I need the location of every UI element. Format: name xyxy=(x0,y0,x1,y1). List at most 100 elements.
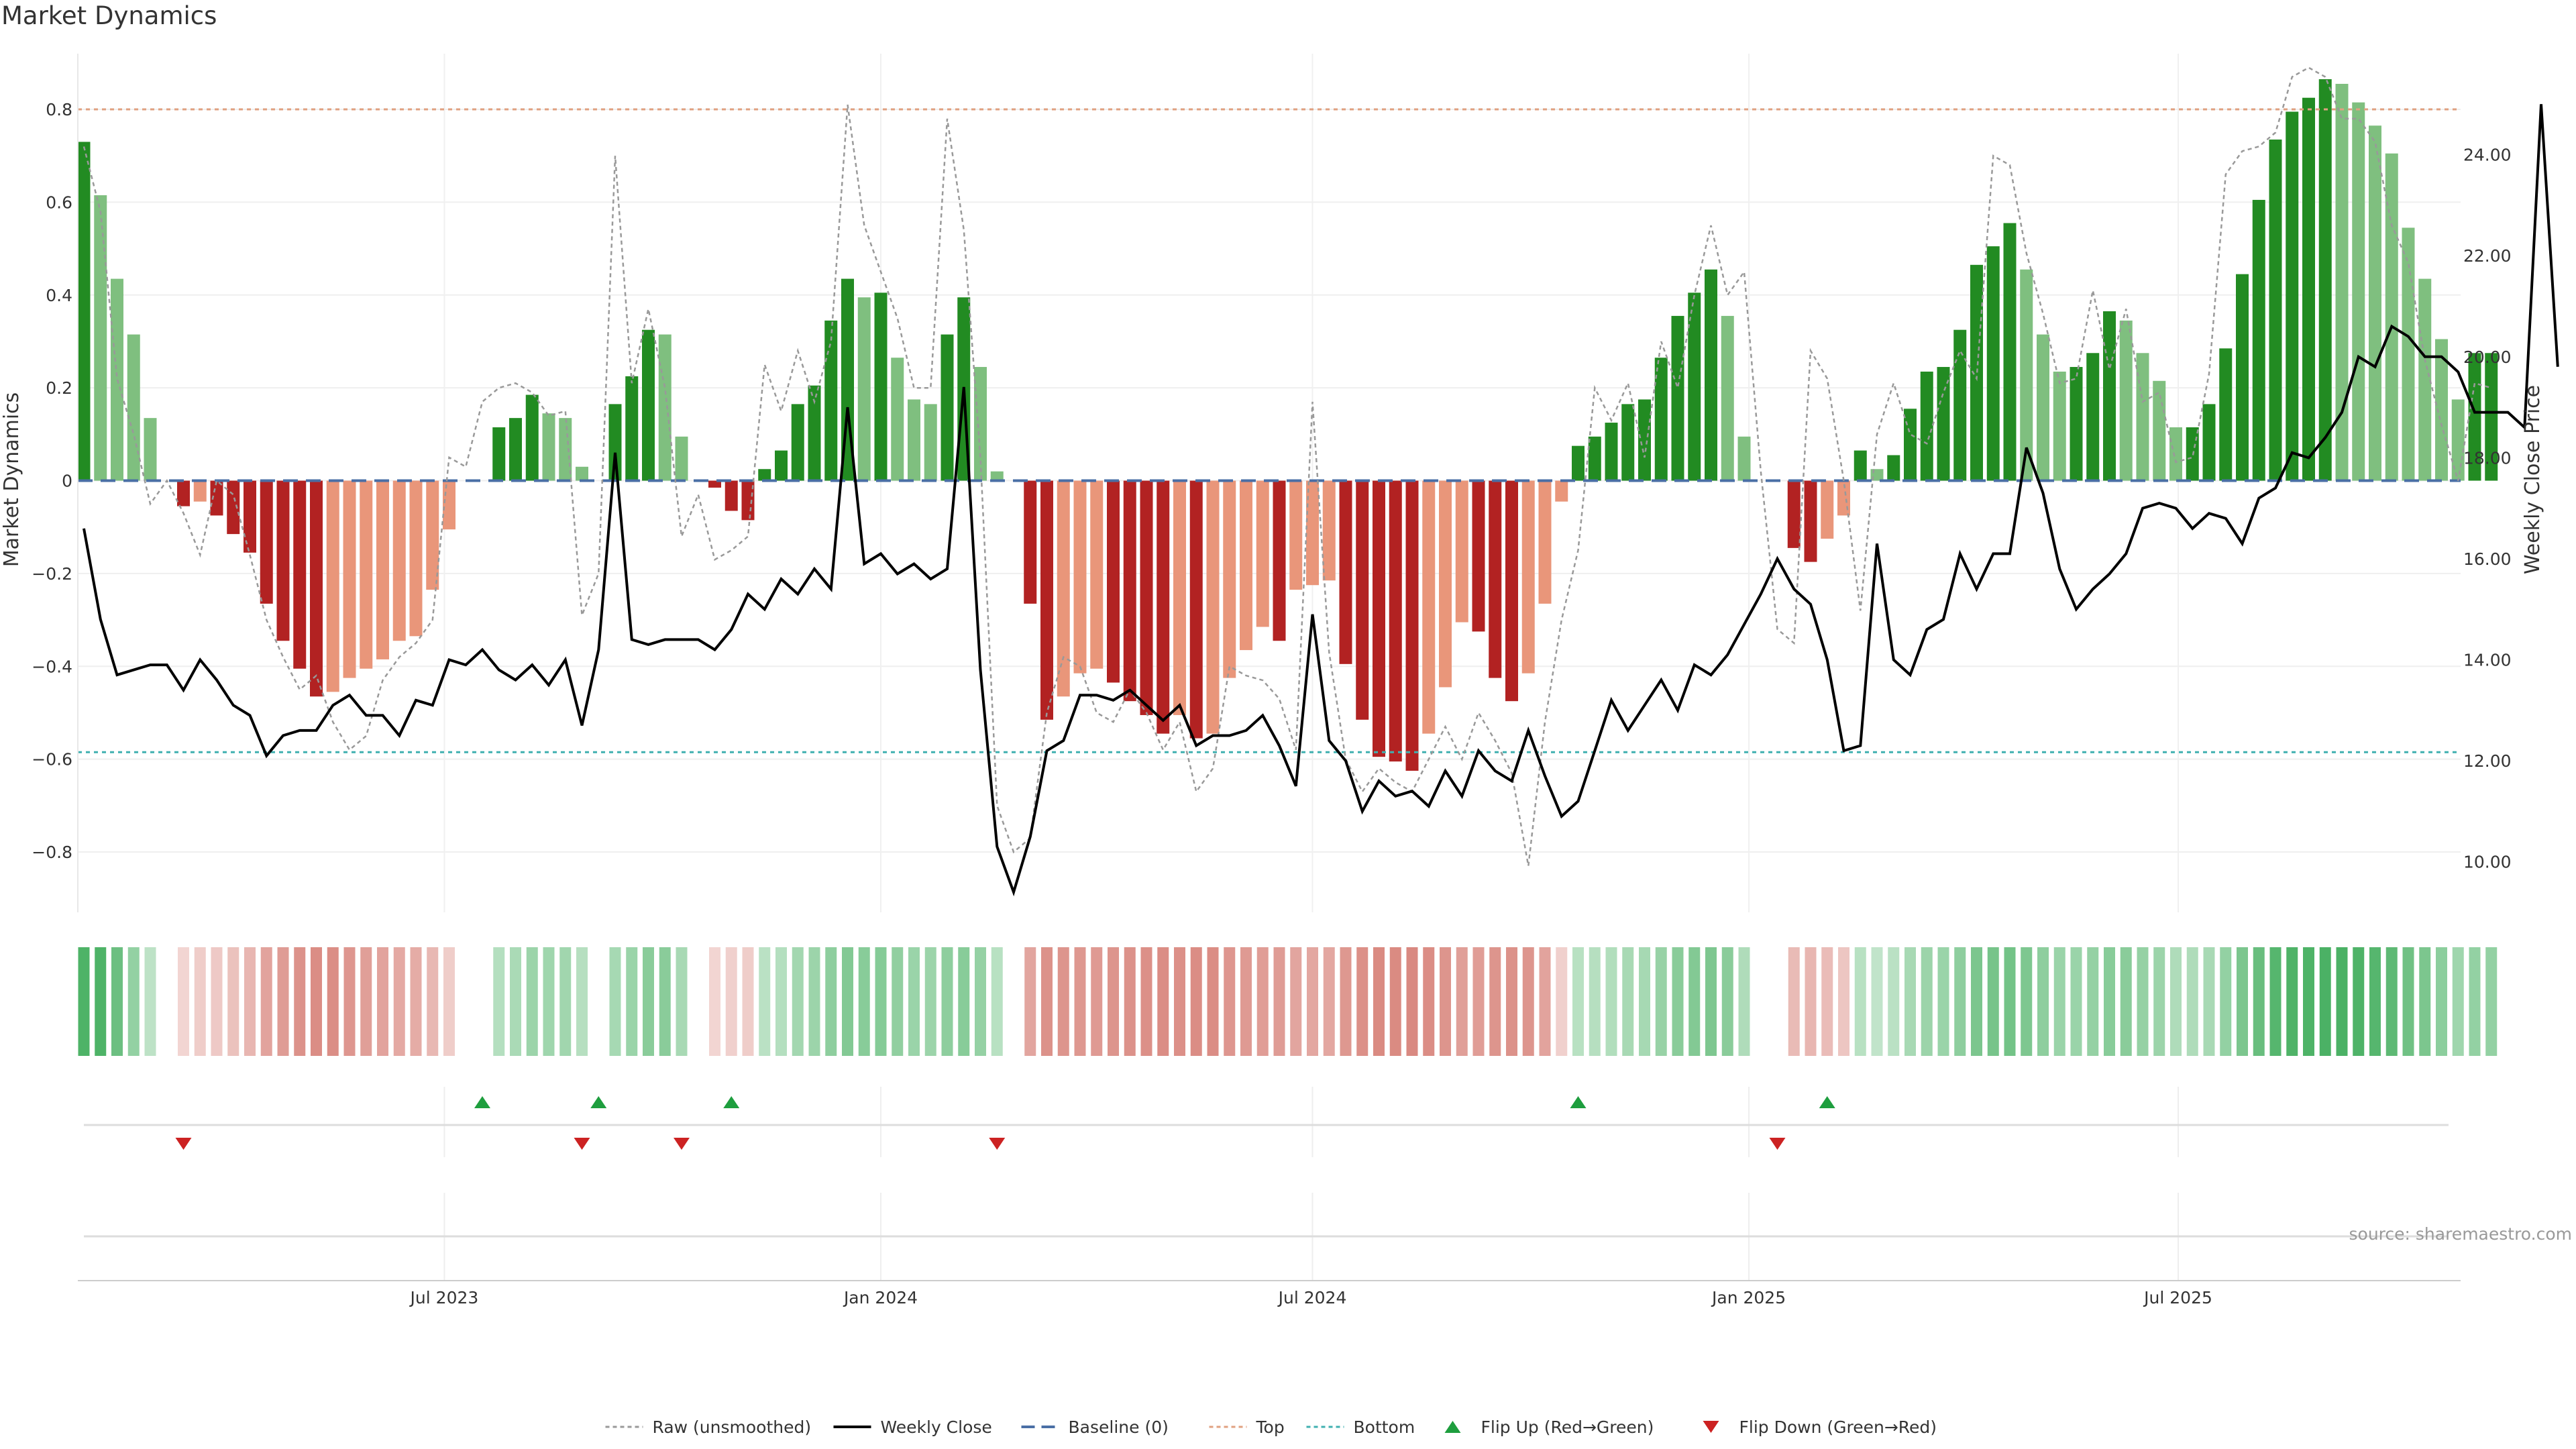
x-tick-label: Jul 2025 xyxy=(2143,1288,2212,1307)
legend-label: Top xyxy=(1256,1417,1285,1437)
heat-cell xyxy=(1639,947,1650,1056)
bar xyxy=(1737,436,1751,481)
heat-cell xyxy=(2419,947,2431,1056)
heat-cell xyxy=(111,947,123,1056)
heat-cell xyxy=(1207,947,1219,1056)
bar xyxy=(675,436,688,481)
heat-strip xyxy=(78,947,2498,1056)
heat-cell xyxy=(1605,947,1617,1056)
bar xyxy=(1389,480,1402,762)
heat-cell xyxy=(1440,947,1451,1056)
y-tick-label-left: −0.6 xyxy=(32,750,72,769)
heat-cell xyxy=(443,947,455,1056)
heat-cell xyxy=(178,947,189,1056)
heat-cell xyxy=(742,947,754,1056)
bar xyxy=(775,450,788,481)
bar xyxy=(990,471,1004,481)
bar xyxy=(1920,371,1933,481)
heat-cell xyxy=(1373,947,1385,1056)
legend-label: Weekly Close xyxy=(881,1417,992,1437)
bar xyxy=(808,385,821,481)
bar xyxy=(1654,358,1668,481)
heat-cell xyxy=(609,947,621,1056)
bar xyxy=(625,376,639,481)
heat-cell xyxy=(2436,947,2447,1056)
legend-item-close: Weekly Close xyxy=(833,1417,992,1437)
heat-cell xyxy=(1572,947,1584,1056)
bar xyxy=(1688,292,1701,481)
bar xyxy=(642,329,655,481)
heat-cell xyxy=(1888,947,1900,1056)
y-tick-label-right: 18.00 xyxy=(2463,448,2512,468)
bar xyxy=(1107,480,1120,683)
heat-cell xyxy=(1854,947,1866,1056)
heat-cell xyxy=(1057,947,1069,1056)
bar xyxy=(193,480,207,502)
flip-up-marker xyxy=(1819,1096,1835,1108)
y-tick-label-right: 20.00 xyxy=(2463,347,2512,367)
heat-cell xyxy=(2220,947,2232,1056)
heat-cell xyxy=(1921,947,1933,1056)
heat-cell xyxy=(924,947,936,1056)
heat-cell xyxy=(792,947,804,1056)
bar xyxy=(1339,480,1352,664)
bar xyxy=(2252,199,2265,481)
heat-cell xyxy=(626,947,638,1056)
heat-cell xyxy=(2336,947,2348,1056)
heat-cell xyxy=(311,947,322,1056)
x-tick-label: Jul 2024 xyxy=(1277,1288,1347,1307)
heat-cell xyxy=(1307,947,1318,1056)
heat-cell xyxy=(2353,947,2365,1056)
legend-swatch-flip-down xyxy=(1703,1421,1719,1433)
bar xyxy=(1787,480,1801,548)
heat-cell xyxy=(1456,947,1468,1056)
bar xyxy=(1937,367,1950,481)
heat-cell xyxy=(1738,947,1750,1056)
heat-cell xyxy=(1556,947,1568,1056)
bar xyxy=(542,413,555,481)
legend-label: Flip Down (Green→Red) xyxy=(1739,1417,1937,1437)
bar xyxy=(2202,404,2216,481)
bar xyxy=(1804,480,1817,562)
heat-cell xyxy=(2120,947,2132,1056)
heat-cell xyxy=(1140,947,1152,1056)
bar xyxy=(874,292,888,481)
bar xyxy=(343,480,356,678)
heat-cell xyxy=(1290,947,1302,1056)
heat-cell xyxy=(95,947,107,1056)
heat-cell xyxy=(1522,947,1534,1056)
heat-cell xyxy=(709,947,720,1056)
bar xyxy=(608,404,622,481)
heat-cell xyxy=(2004,947,2016,1056)
lines-layer xyxy=(78,66,2559,897)
bar xyxy=(2418,278,2432,481)
bar xyxy=(1986,246,2000,481)
bar xyxy=(1821,480,1834,539)
heat-cell xyxy=(477,947,488,1056)
bar xyxy=(177,480,190,506)
heat-cell xyxy=(1174,947,1185,1056)
axes: 0.8 0.6 0.4 0.2 0 −0.2 −0.4 −0.6 −0.8 24.00 22.00 2… xyxy=(32,54,2512,1307)
heat-cell xyxy=(78,947,90,1056)
bar xyxy=(1572,445,1585,481)
heat-cell xyxy=(1788,947,1800,1056)
heat-cell xyxy=(1041,947,1053,1056)
bar xyxy=(1273,480,1286,641)
legend-item-flip_up: Flip Up (Red→Green) xyxy=(1444,1417,1654,1437)
heat-cell xyxy=(775,947,787,1056)
bar xyxy=(724,480,738,511)
bar xyxy=(127,334,140,481)
bar xyxy=(2119,320,2133,481)
legend-item-bottom: Bottom xyxy=(1306,1417,1415,1437)
bar xyxy=(1638,399,1651,481)
bar xyxy=(2136,353,2149,481)
heat-cell xyxy=(460,947,472,1056)
heat-cell xyxy=(958,947,970,1056)
bar xyxy=(1605,423,1618,481)
heat-cell xyxy=(908,947,920,1056)
bar xyxy=(1123,480,1136,702)
heat-cell xyxy=(1506,947,1517,1056)
bar xyxy=(1040,480,1053,720)
bar xyxy=(111,278,123,481)
heat-cell xyxy=(875,947,887,1056)
